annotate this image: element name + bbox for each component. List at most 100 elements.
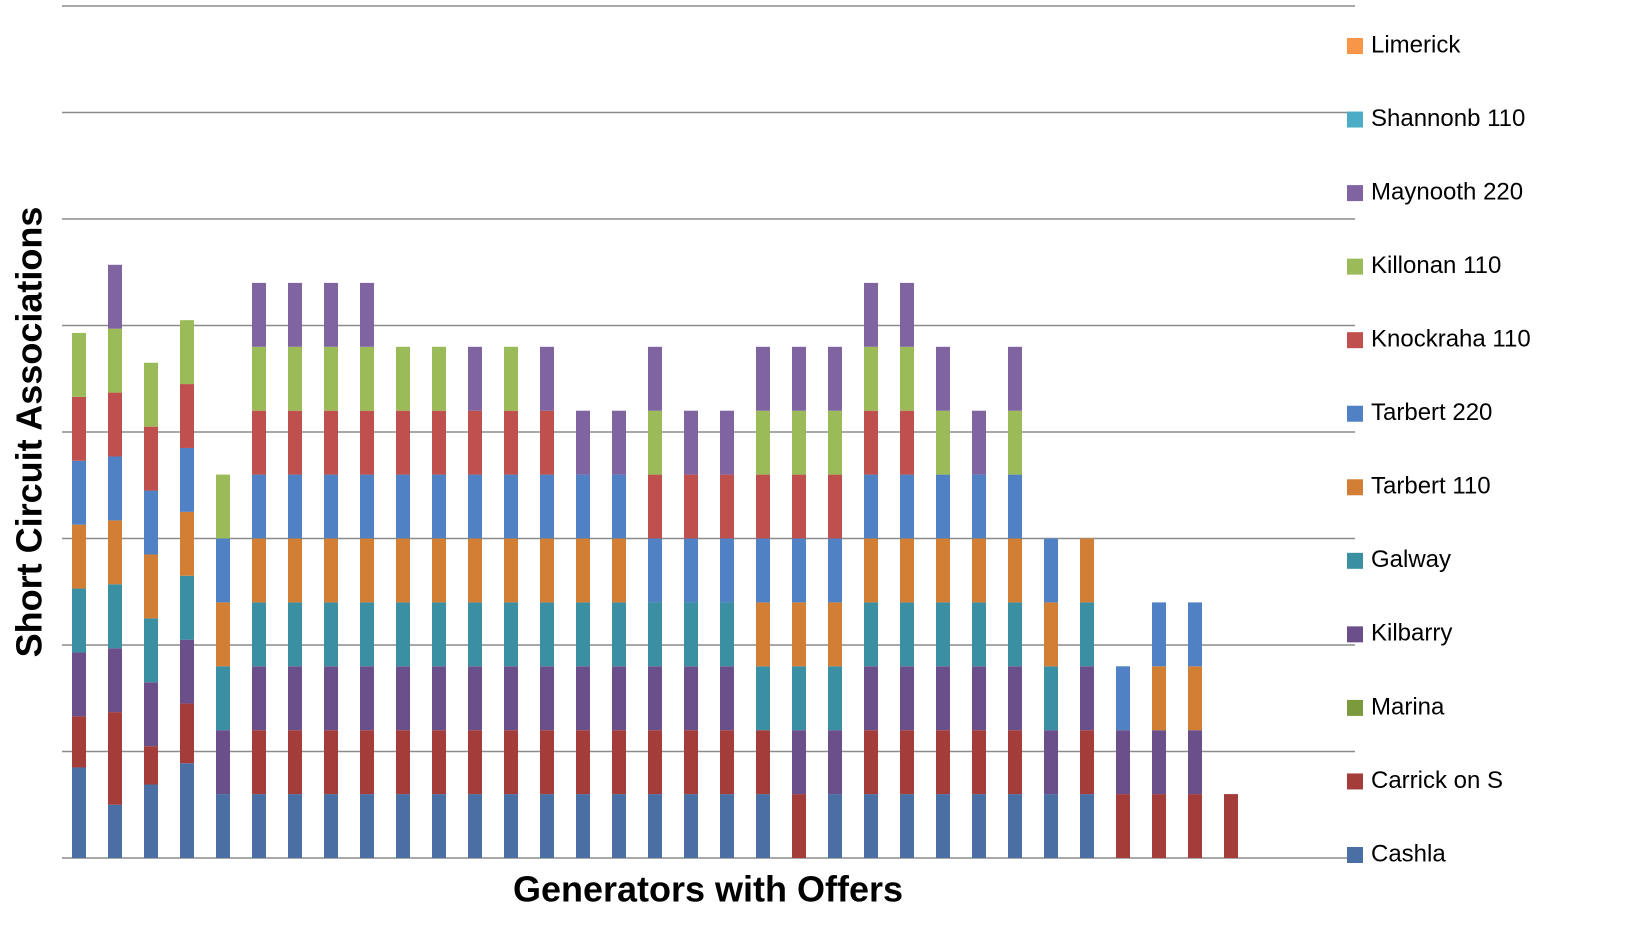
bar-segment xyxy=(144,554,158,619)
bar-segment xyxy=(756,474,770,539)
bar-segment xyxy=(468,794,482,858)
bar-segment xyxy=(1152,666,1166,731)
bar-segment xyxy=(180,384,194,448)
bar-segment xyxy=(1152,794,1166,858)
bar-segment xyxy=(972,730,986,795)
bar-segment xyxy=(864,474,878,539)
bar-segment xyxy=(396,474,410,539)
bar-segment xyxy=(252,538,266,603)
bar-segment xyxy=(684,794,698,858)
bar-segment xyxy=(1008,474,1022,539)
legend-label: Limerick xyxy=(1371,31,1461,58)
legend-swatch xyxy=(1347,405,1363,422)
bar-segment xyxy=(972,538,986,603)
bar-segment xyxy=(288,474,302,539)
bar-segment xyxy=(432,730,446,795)
bar-segment xyxy=(540,730,554,795)
bar-segment xyxy=(108,264,122,329)
bar-segment xyxy=(540,666,554,731)
bar-segment xyxy=(648,410,662,475)
bar-segment xyxy=(72,588,86,653)
bar-segment xyxy=(612,666,626,731)
bar-segment xyxy=(612,410,626,475)
bar-segment xyxy=(432,602,446,667)
bar-segment xyxy=(1008,794,1022,858)
legend-swatch xyxy=(1347,38,1363,54)
bar-segment xyxy=(972,410,986,475)
bar-segment xyxy=(144,618,158,683)
bar-segment xyxy=(180,639,194,704)
bar-segment xyxy=(828,730,842,795)
bar-segment xyxy=(252,410,266,475)
bar-segment xyxy=(288,666,302,731)
bar-segment xyxy=(1080,538,1094,603)
bar-segment xyxy=(1188,666,1202,731)
bar-segment xyxy=(504,730,518,795)
legend-swatch xyxy=(1347,332,1363,349)
bar-segment xyxy=(1080,602,1094,667)
bar-segment xyxy=(1008,602,1022,667)
legend-label: Shannonb 110 xyxy=(1371,105,1525,132)
bar-segment xyxy=(432,474,446,539)
bar-segment xyxy=(252,730,266,795)
bar-segment xyxy=(1152,602,1166,667)
bar-segment xyxy=(396,794,410,858)
bar-segment xyxy=(972,474,986,539)
bar-segment xyxy=(396,538,410,603)
bar-segment xyxy=(468,538,482,603)
bar-segment xyxy=(360,410,374,475)
legend-label: Galway xyxy=(1371,546,1451,573)
bar-segment xyxy=(1152,730,1166,795)
bar-segment xyxy=(396,410,410,475)
bar-segment xyxy=(360,346,374,411)
bar-segment xyxy=(360,474,374,539)
bar-segment xyxy=(180,763,194,858)
bar-segment xyxy=(144,682,158,747)
bar-segment xyxy=(1044,730,1058,795)
bar-segment xyxy=(612,602,626,667)
bar-segment xyxy=(216,730,230,795)
bar-segment xyxy=(864,666,878,731)
bar-segment xyxy=(432,538,446,603)
bar-segment xyxy=(792,730,806,795)
bar-segment xyxy=(468,474,482,539)
bar-segment xyxy=(1188,602,1202,667)
bar-segment xyxy=(360,794,374,858)
bar-segment xyxy=(432,346,446,411)
bar-segment xyxy=(468,346,482,411)
bar-segment xyxy=(252,474,266,539)
bar-segment xyxy=(360,282,374,347)
bar-segment xyxy=(936,410,950,475)
bar-segment xyxy=(900,602,914,667)
bar-segment xyxy=(864,730,878,795)
bar-segment xyxy=(900,538,914,603)
bar-segment xyxy=(468,410,482,475)
bar-segment xyxy=(648,730,662,795)
bar-segment xyxy=(792,794,806,858)
bar-segment xyxy=(396,730,410,795)
bar-segment xyxy=(360,602,374,667)
bar-segment xyxy=(72,716,86,768)
bar-segment xyxy=(684,410,698,475)
bar-segment xyxy=(324,666,338,731)
bar-segment xyxy=(252,602,266,667)
legend-swatch xyxy=(1347,847,1363,863)
bar-segment xyxy=(108,328,122,393)
bar-segment xyxy=(252,794,266,858)
bar-segment xyxy=(612,474,626,539)
bar-segment xyxy=(720,666,734,731)
bar-segment xyxy=(216,666,230,731)
bar-segment xyxy=(828,602,842,667)
bar-segment xyxy=(1080,730,1094,795)
bar-segment xyxy=(1044,602,1058,667)
bar-segment xyxy=(468,730,482,795)
bar-segment xyxy=(576,410,590,475)
bar-segment xyxy=(972,602,986,667)
bar-segment xyxy=(1116,730,1130,795)
bar-segment xyxy=(1008,730,1022,795)
bar-segment xyxy=(792,474,806,539)
bar-segment xyxy=(864,602,878,667)
legend-label: Kilbarry xyxy=(1371,620,1452,647)
bar-segment xyxy=(720,410,734,475)
bar-segment xyxy=(828,794,842,858)
